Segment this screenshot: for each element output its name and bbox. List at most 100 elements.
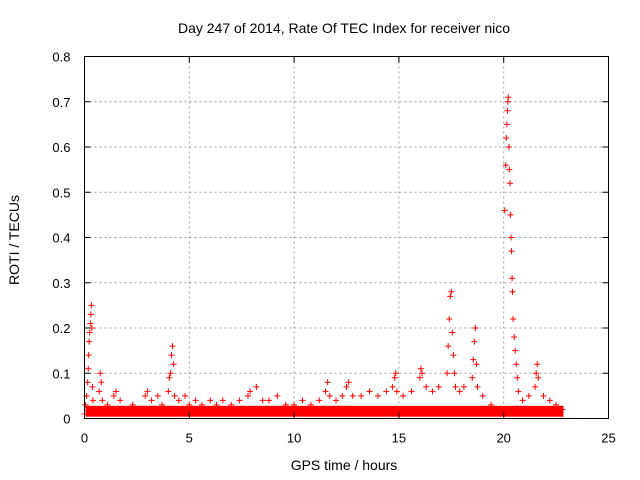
- y-tick-label: 0.4: [52, 231, 70, 246]
- data-point: [123, 406, 130, 413]
- data-point: [423, 383, 430, 390]
- data-point: [452, 383, 459, 390]
- data-point: [175, 397, 182, 404]
- data-point: [505, 94, 512, 101]
- chart-title: Day 247 of 2014, Rate Of TEC Index for r…: [178, 20, 510, 36]
- data-point: [519, 397, 526, 404]
- data-point: [219, 397, 226, 404]
- data-point: [86, 338, 93, 345]
- data-point: [512, 347, 519, 354]
- data-point: [326, 392, 333, 399]
- data-point: [349, 392, 356, 399]
- data-point: [473, 361, 480, 368]
- data-point: [502, 162, 509, 169]
- data-point: [501, 207, 508, 214]
- data-point: [417, 365, 424, 372]
- data-point: [82, 401, 89, 408]
- data-point: [339, 392, 346, 399]
- data-point: [408, 388, 415, 395]
- data-point: [89, 383, 96, 390]
- data-point: [186, 401, 193, 408]
- data-point: [479, 392, 486, 399]
- data-point: [506, 180, 513, 187]
- data-point: [142, 392, 149, 399]
- y-tick-label: 0.6: [52, 140, 70, 155]
- data-point: [99, 397, 106, 404]
- data-point: [511, 334, 518, 341]
- data-point: [513, 361, 520, 368]
- data-point: [383, 388, 390, 395]
- data-point: [496, 406, 503, 413]
- data-point: [253, 383, 260, 390]
- data-point: [228, 401, 235, 408]
- data-point: [507, 211, 514, 218]
- data-point: [166, 374, 173, 381]
- x-tick-label: 20: [496, 431, 510, 446]
- data-point: [488, 401, 495, 408]
- data-point: [282, 401, 289, 408]
- data-point: [446, 315, 453, 322]
- data-point: [451, 370, 458, 377]
- y-tick-label: 0.2: [52, 321, 70, 336]
- data-point: [97, 370, 104, 377]
- data-point: [89, 397, 96, 404]
- data-point: [508, 234, 515, 241]
- data-point: [470, 356, 477, 363]
- x-tick-labels: 0 5 10 15 20 25: [81, 431, 616, 446]
- data-point: [85, 352, 92, 359]
- data-point: [148, 397, 155, 404]
- data-point: [559, 406, 566, 413]
- data-point: [291, 401, 298, 408]
- data-point: [444, 370, 451, 377]
- data-point: [506, 166, 513, 173]
- data-point: [445, 343, 452, 350]
- data-point: [503, 121, 510, 128]
- data-point: [154, 392, 161, 399]
- data-point: [322, 388, 329, 395]
- data-point: [85, 365, 92, 372]
- data-point: [503, 134, 510, 141]
- data-point: [416, 374, 423, 381]
- data-point: [167, 370, 174, 377]
- data-point: [400, 392, 407, 399]
- data-point: [509, 275, 516, 282]
- data-point: [532, 383, 539, 390]
- data-point: [435, 383, 442, 390]
- data-point: [504, 107, 511, 114]
- x-tick-label: 5: [186, 431, 193, 446]
- data-point: [343, 383, 350, 390]
- y-tick-label: 0.1: [52, 366, 70, 381]
- data-point: [244, 392, 251, 399]
- data-point: [345, 379, 352, 386]
- data-point: [418, 370, 425, 377]
- data-point: [207, 397, 214, 404]
- y-tick-label: 0.3: [52, 276, 70, 291]
- data-point: [87, 311, 94, 318]
- data-point: [144, 388, 151, 395]
- data-point: [192, 397, 199, 404]
- data-point: [198, 401, 205, 408]
- data-point: [389, 383, 396, 390]
- data-point: [505, 144, 512, 150]
- data-point: [159, 401, 166, 408]
- data-point: [247, 388, 254, 395]
- data-point: [86, 329, 93, 336]
- plot-frame: [84, 56, 609, 419]
- data-point: [515, 388, 522, 395]
- data-point: [265, 397, 272, 404]
- data-point: [472, 325, 479, 331]
- data-point: [168, 352, 175, 359]
- data-point: [460, 383, 467, 390]
- data-point: [448, 288, 455, 295]
- data-points: [81, 94, 566, 417]
- data-point: [392, 370, 399, 377]
- data-point: [391, 374, 398, 381]
- x-tick-label: 15: [392, 431, 406, 446]
- data-point: [366, 388, 373, 395]
- data-point: [87, 320, 94, 327]
- data-point: [514, 374, 521, 381]
- data-point: [324, 379, 331, 386]
- data-point: [471, 338, 478, 345]
